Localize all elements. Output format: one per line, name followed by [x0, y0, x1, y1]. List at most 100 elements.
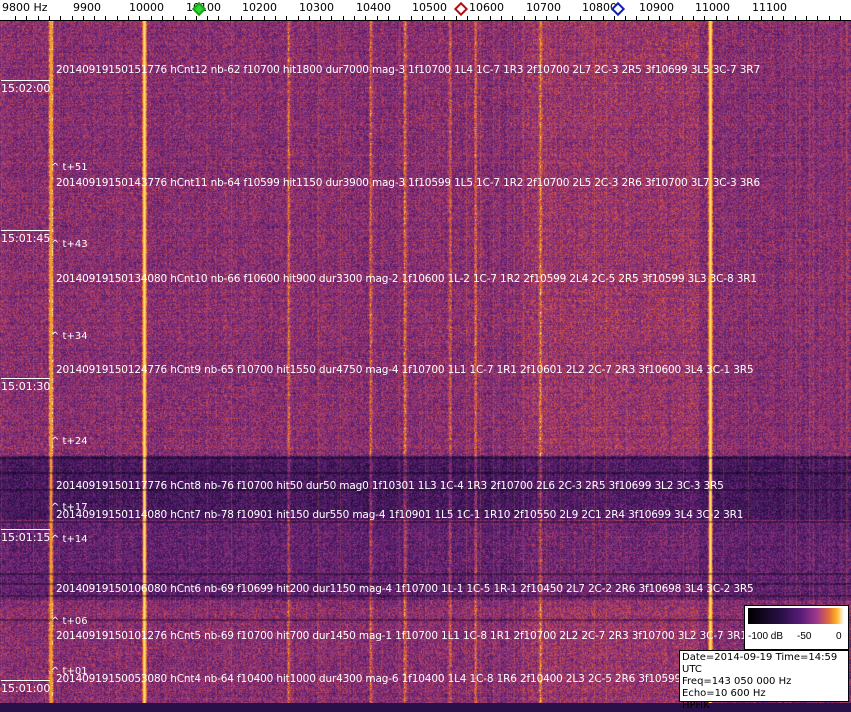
ruler-tick	[456, 16, 457, 20]
ruler-tick	[309, 16, 310, 20]
info-station: HPHK	[682, 700, 710, 711]
ruler-tick	[444, 16, 445, 20]
ruler-tick	[557, 16, 558, 20]
ruler-tick	[682, 16, 683, 20]
ruler-tick	[196, 16, 197, 20]
offset-label: ^ t+43	[51, 239, 88, 250]
ruler-tick	[230, 16, 231, 20]
ruler-tick	[704, 16, 705, 20]
ruler-tick	[72, 16, 73, 20]
ruler-label: 11100	[752, 1, 787, 14]
ruler-tick	[105, 16, 106, 20]
echo-annotation: 20140919150106080 hCnt6 nb-69 f10699 hit…	[56, 583, 754, 595]
ruler-label: 10700	[526, 1, 561, 14]
colorbar-legend: -100 dB -50 0	[744, 605, 849, 650]
echo-annotation: 20140919150124776 hCnt9 nb-65 f10700 hit…	[56, 364, 754, 376]
ruler-label: 11000	[695, 1, 730, 14]
ruler-tick	[388, 16, 389, 20]
offset-label: ^ t+14	[51, 534, 88, 545]
ruler-tick	[535, 16, 536, 20]
info-date-time: Date=2014-09-19 Time=14:59 UTC	[682, 652, 838, 675]
colorbar-label-min: -100 dB	[748, 631, 784, 642]
ruler-label: 9800 Hz	[2, 1, 48, 14]
red-marker-icon[interactable]	[453, 1, 469, 17]
ruler-tick	[829, 16, 830, 20]
ruler-tick	[670, 16, 671, 20]
ruler-tick	[648, 16, 649, 20]
time-label: 15:01:30	[1, 378, 51, 393]
ruler-tick	[354, 16, 355, 20]
ruler-tick	[512, 16, 513, 20]
ruler-tick	[252, 16, 253, 20]
ruler-tick	[772, 16, 773, 20]
ruler-tick	[139, 16, 140, 20]
echo-annotation: 20140919150143776 hCnt11 nb-64 f10599 hi…	[56, 177, 760, 189]
ruler-tick	[817, 16, 818, 20]
ruler-tick	[83, 16, 84, 20]
ruler-tick	[659, 16, 660, 20]
time-label: 15:01:00	[1, 680, 51, 695]
time-label: 15:01:15	[1, 529, 51, 544]
echo-annotation: 20140919150053080 hCnt4 nb-64 f10400 hit…	[56, 673, 727, 685]
ruler-tick	[49, 16, 50, 20]
ruler-tick	[490, 16, 491, 20]
ruler-tick	[546, 16, 547, 20]
ruler-tick	[15, 16, 16, 20]
ruler-tick	[716, 16, 717, 20]
ruler-tick	[218, 16, 219, 20]
ruler-tick	[749, 16, 750, 20]
ruler-tick	[365, 16, 366, 20]
ruler-tick	[738, 16, 739, 20]
ruler-tick	[207, 16, 208, 20]
ruler-tick	[625, 16, 626, 20]
ruler-tick	[411, 16, 412, 20]
ruler-label: 10200	[242, 1, 277, 14]
ruler-tick	[399, 16, 400, 20]
ruler-tick	[162, 16, 163, 20]
colorbar-gradient	[748, 608, 844, 624]
ruler-label: 10500	[412, 1, 447, 14]
ruler-label: 10800	[582, 1, 617, 14]
ruler-tick	[422, 16, 423, 20]
ruler-tick	[264, 16, 265, 20]
ruler-tick	[185, 16, 186, 20]
ruler-tick	[275, 16, 276, 20]
ruler-tick	[26, 16, 27, 20]
echo-annotation: 20140919150151776 hCnt12 nb-62 f10700 hi…	[56, 64, 760, 76]
time-label: 15:02:00	[1, 80, 51, 95]
ruler-label: 10400	[356, 1, 391, 14]
colorbar-label-mid: -50	[797, 631, 812, 642]
ruler-tick	[433, 16, 434, 20]
ruler-tick	[286, 16, 287, 20]
ruler-tick	[478, 16, 479, 20]
ruler-label: 10900	[639, 1, 674, 14]
ruler-tick	[591, 16, 592, 20]
echo-annotation: 20140919150101276 hCnt5 nb-69 f10700 hit…	[56, 630, 747, 642]
ruler-tick	[501, 16, 502, 20]
echo-annotation: 20140919150134080 hCnt10 nb-66 f10600 hi…	[56, 273, 757, 285]
ruler-tick	[603, 16, 604, 20]
ruler-tick	[761, 16, 762, 20]
ruler-tick	[128, 16, 129, 20]
waterfall-spectrogram[interactable]	[0, 21, 851, 703]
ruler-tick	[569, 16, 570, 20]
ruler-tick	[795, 16, 796, 20]
ruler-tick	[320, 16, 321, 20]
offset-label: ^ t+06	[51, 616, 88, 627]
ruler-tick	[806, 16, 807, 20]
ruler-tick	[298, 16, 299, 20]
info-frequency: Freq=143 050 000 Hz	[682, 676, 792, 687]
ruler-tick	[241, 16, 242, 20]
frequency-ruler: 9800 Hz 9900 10000 10100 10200 10300 104…	[0, 0, 851, 21]
ruler-tick	[117, 16, 118, 20]
offset-label: ^ t+01	[51, 666, 88, 677]
offset-label: ^ t+17	[51, 502, 88, 513]
ruler-tick	[343, 16, 344, 20]
ruler-tick	[783, 16, 784, 20]
ruler-tick	[331, 16, 332, 20]
offset-label: ^ t+51	[51, 162, 88, 173]
ruler-tick	[173, 16, 174, 20]
info-panel: Date=2014-09-19 Time=14:59 UTC Freq=143 …	[679, 650, 849, 711]
ruler-tick	[614, 16, 615, 20]
ruler-label: 10000	[129, 1, 164, 14]
